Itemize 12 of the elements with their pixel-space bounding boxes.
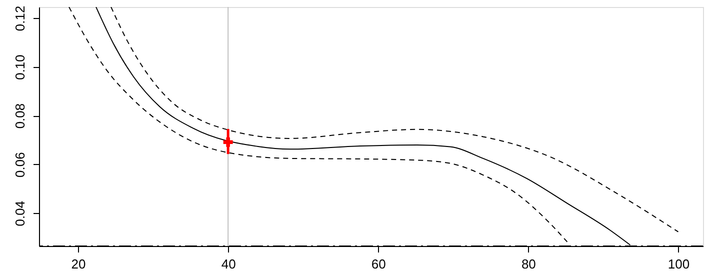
- y-tick-label: 0.12: [12, 6, 28, 32]
- x-tick-label: 40: [221, 256, 236, 272]
- y-tick-label: 0.04: [12, 200, 28, 226]
- y-tick-label: 0.10: [12, 54, 28, 80]
- x-tick-label: 60: [371, 256, 386, 272]
- x-tick-label: 80: [521, 256, 536, 272]
- line-series: [110, 7, 679, 232]
- line-series: [68, 7, 568, 242]
- x-tick-label: 100: [668, 256, 690, 272]
- x-tick-label: 20: [71, 256, 86, 272]
- y-tick-label: 0.08: [12, 103, 28, 129]
- y-tick-label: 0.06: [12, 152, 28, 178]
